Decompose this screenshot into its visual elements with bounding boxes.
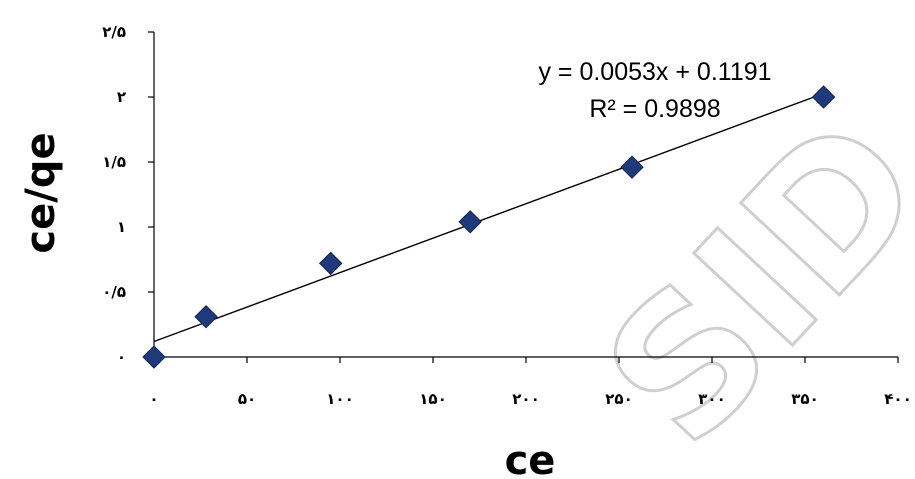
points-group (142, 85, 836, 369)
data-point (458, 210, 482, 234)
x-axis-title: ce (505, 438, 556, 479)
data-point (620, 155, 644, 179)
x-tick-label: ۳۰۰ (698, 390, 725, 408)
ticks: ۰ ۵۰ ۱۰۰ ۱۵۰ ۲۰۰ ۲۵۰ ۳۰۰ ۳۵۰ ۴۰۰ ۰ ۰/۵ ۱ ۱/۵ ۲ ۲/۵ (102, 23, 912, 408)
y-tick-label: ۲ (117, 88, 126, 106)
x-tick-label: ۱۵۰ (419, 390, 446, 408)
y-tick-label: ۲/۵ (102, 23, 126, 41)
data-point (318, 251, 343, 276)
x-tick-label: ۲۰۰ (512, 390, 539, 408)
trendline-equation: y = 0.0053x + 0.1191 (538, 58, 771, 86)
x-tick-label: ۱۰۰ (326, 390, 353, 408)
data-point (142, 345, 166, 369)
x-tick-label: ۵۰ (238, 390, 256, 408)
x-tick-label: ۳۵۰ (791, 390, 818, 408)
trendline (153, 92, 824, 343)
x-tick-label: ۴۰۰ (884, 390, 911, 408)
y-tick-label: ۰/۵ (102, 283, 126, 301)
trendline-group (153, 92, 824, 343)
watermark: SID (564, 78, 915, 479)
y-tick-label: ۱ (117, 218, 126, 236)
y-tick-label: ۰ (117, 348, 126, 366)
y-axis-title: ce/qe (18, 132, 64, 253)
y-tick-label: ۱/۵ (102, 153, 126, 171)
data-point (194, 304, 218, 329)
x-tick-label: ۲۵۰ (605, 390, 632, 408)
r-squared-label: R² = 0.9898 (589, 95, 720, 123)
data-point (811, 85, 836, 109)
x-tick-label: ۰ (149, 390, 158, 408)
